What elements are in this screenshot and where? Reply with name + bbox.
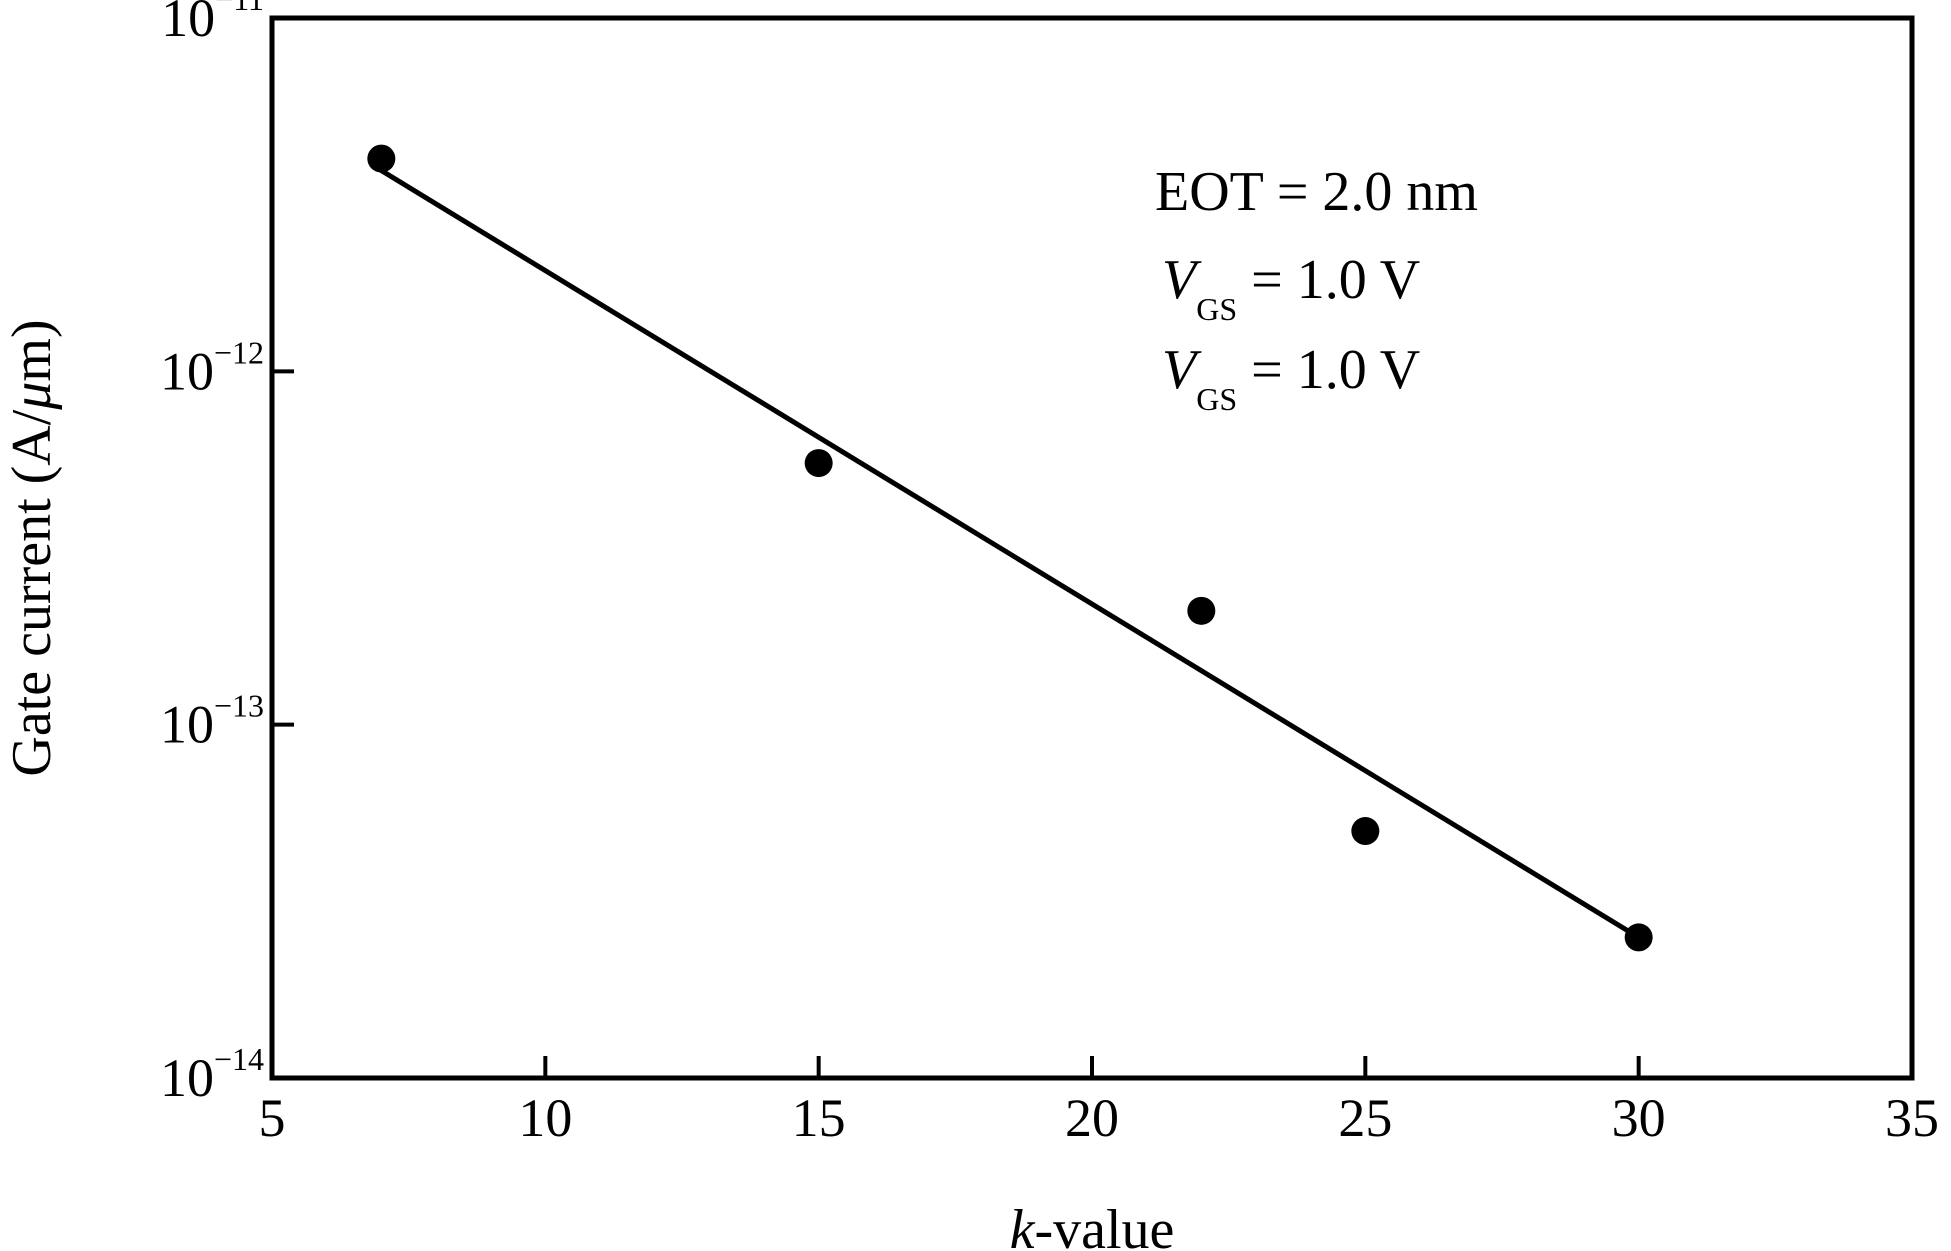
x-axis-label: k-value [1010, 1199, 1175, 1251]
x-tick-label: 30 [1612, 1088, 1666, 1148]
data-point [1351, 817, 1380, 846]
y-tick-label: 10−12 [160, 334, 264, 401]
data-point [367, 144, 396, 173]
fit-line [380, 168, 1640, 940]
data-point [804, 449, 833, 478]
data-point [1187, 596, 1216, 625]
x-tick-label: 10 [518, 1088, 572, 1148]
x-tick-label: 15 [792, 1088, 846, 1148]
x-tick-label: 35 [1885, 1088, 1939, 1148]
y-ticks: 10−14 10−13 10−12 10−11 [160, 0, 294, 1108]
x-ticks: 5 10 15 20 25 30 35 [259, 1056, 1939, 1148]
series-layer [367, 144, 1653, 952]
x-tick-label: 5 [259, 1088, 286, 1148]
y-tick-label: 10−11 [161, 0, 264, 48]
x-tick-label: 25 [1338, 1088, 1392, 1148]
annotation-vgs-2: VGS = 1.0 V [1162, 339, 1420, 417]
annotation-eot: EOT = 2.0 nm [1155, 161, 1478, 223]
y-tick-label: 10−14 [160, 1041, 264, 1108]
annotation-vgs-1: VGS = 1.0 V [1162, 249, 1420, 327]
x-tick-label: 20 [1065, 1088, 1119, 1148]
data-point [1624, 923, 1653, 952]
plot-frame [269, 15, 1915, 1081]
y-tick-label: 10−13 [160, 688, 264, 755]
y-axis-label: Gate current (A/μm) [1, 319, 63, 776]
